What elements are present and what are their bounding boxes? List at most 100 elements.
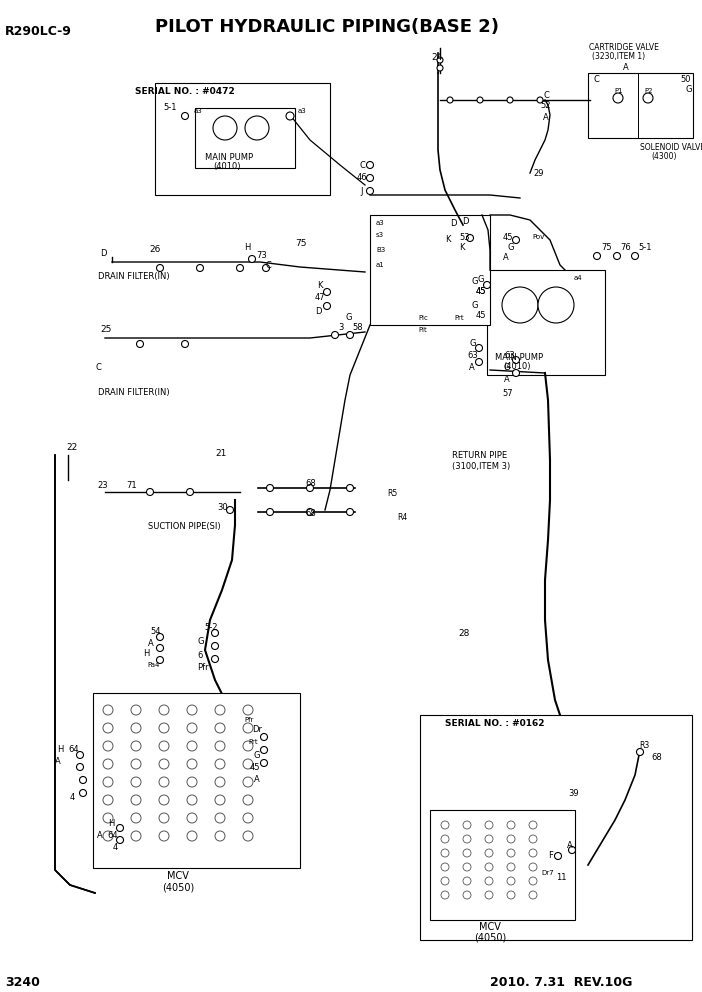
Circle shape bbox=[131, 795, 141, 805]
Text: G: G bbox=[472, 278, 479, 287]
Text: 24: 24 bbox=[431, 53, 442, 62]
Circle shape bbox=[187, 795, 197, 805]
Text: Pit: Pit bbox=[418, 327, 427, 333]
Circle shape bbox=[159, 741, 169, 751]
Circle shape bbox=[263, 265, 270, 272]
Text: 73: 73 bbox=[256, 251, 267, 260]
Circle shape bbox=[159, 777, 169, 787]
Circle shape bbox=[187, 777, 197, 787]
Text: 53: 53 bbox=[459, 232, 470, 241]
Text: R290LC-9: R290LC-9 bbox=[5, 25, 72, 38]
Text: C: C bbox=[360, 161, 366, 170]
Text: Prt: Prt bbox=[454, 315, 463, 321]
Text: C: C bbox=[543, 90, 549, 99]
Text: (4050): (4050) bbox=[474, 932, 506, 942]
Text: F: F bbox=[548, 850, 553, 859]
Circle shape bbox=[197, 265, 204, 272]
Circle shape bbox=[502, 287, 538, 323]
Text: s3: s3 bbox=[376, 232, 384, 238]
Text: 5-1: 5-1 bbox=[638, 243, 651, 253]
Text: 45: 45 bbox=[476, 288, 486, 297]
Circle shape bbox=[441, 835, 449, 843]
Circle shape bbox=[475, 358, 482, 365]
Text: 23: 23 bbox=[97, 480, 107, 489]
Text: 46: 46 bbox=[357, 174, 368, 183]
Text: 26: 26 bbox=[149, 245, 160, 255]
Circle shape bbox=[157, 634, 164, 641]
Text: A: A bbox=[503, 254, 509, 263]
Circle shape bbox=[182, 340, 189, 347]
Text: R4: R4 bbox=[397, 514, 407, 523]
Circle shape bbox=[157, 645, 164, 652]
Circle shape bbox=[529, 849, 537, 857]
Circle shape bbox=[463, 863, 471, 871]
Circle shape bbox=[243, 831, 253, 841]
Circle shape bbox=[529, 877, 537, 885]
Circle shape bbox=[477, 97, 483, 103]
Circle shape bbox=[637, 749, 644, 756]
Text: P1: P1 bbox=[614, 88, 623, 94]
Circle shape bbox=[157, 657, 164, 664]
Text: 3: 3 bbox=[338, 323, 343, 332]
Circle shape bbox=[485, 835, 493, 843]
Text: 75: 75 bbox=[601, 243, 611, 253]
Circle shape bbox=[324, 289, 331, 296]
Text: B3: B3 bbox=[376, 247, 385, 253]
Circle shape bbox=[324, 303, 331, 310]
Circle shape bbox=[484, 282, 491, 289]
Circle shape bbox=[103, 741, 113, 751]
Circle shape bbox=[131, 723, 141, 733]
Text: P2: P2 bbox=[644, 88, 652, 94]
Circle shape bbox=[613, 93, 623, 103]
Text: R3: R3 bbox=[639, 740, 649, 750]
Circle shape bbox=[157, 265, 164, 272]
Circle shape bbox=[485, 863, 493, 871]
Circle shape bbox=[211, 630, 218, 637]
Text: 45: 45 bbox=[476, 287, 486, 296]
Text: SERIAL NO. : #0472: SERIAL NO. : #0472 bbox=[135, 86, 235, 95]
Circle shape bbox=[187, 488, 194, 495]
Circle shape bbox=[529, 835, 537, 843]
Text: 58: 58 bbox=[352, 323, 363, 332]
Text: 68: 68 bbox=[651, 754, 662, 763]
Circle shape bbox=[243, 723, 253, 733]
Text: C: C bbox=[593, 75, 599, 84]
Text: G: G bbox=[253, 751, 260, 760]
Text: Pic: Pic bbox=[418, 315, 428, 321]
Text: 2010. 7.31  REV.10G: 2010. 7.31 REV.10G bbox=[490, 975, 633, 988]
Text: a1: a1 bbox=[376, 262, 385, 268]
Bar bbox=[430, 810, 575, 920]
Text: G: G bbox=[345, 313, 352, 322]
Circle shape bbox=[529, 863, 537, 871]
Circle shape bbox=[103, 795, 113, 805]
Circle shape bbox=[507, 877, 515, 885]
Circle shape bbox=[512, 369, 519, 377]
Circle shape bbox=[159, 705, 169, 715]
Text: A: A bbox=[543, 113, 549, 122]
Circle shape bbox=[131, 705, 141, 715]
Text: D: D bbox=[100, 250, 107, 259]
Circle shape bbox=[366, 175, 373, 182]
Circle shape bbox=[537, 97, 543, 103]
Circle shape bbox=[159, 831, 169, 841]
Circle shape bbox=[187, 741, 197, 751]
Circle shape bbox=[187, 705, 197, 715]
Circle shape bbox=[117, 824, 124, 831]
Circle shape bbox=[243, 795, 253, 805]
Text: MCV: MCV bbox=[167, 871, 189, 881]
Circle shape bbox=[507, 835, 515, 843]
Text: 21: 21 bbox=[215, 449, 226, 458]
Circle shape bbox=[331, 331, 338, 338]
Circle shape bbox=[643, 93, 653, 103]
Circle shape bbox=[103, 705, 113, 715]
Text: Prt: Prt bbox=[248, 739, 258, 745]
Text: 75: 75 bbox=[295, 238, 307, 247]
Circle shape bbox=[215, 759, 225, 769]
Circle shape bbox=[260, 760, 267, 767]
Text: 3240: 3240 bbox=[5, 975, 40, 988]
Text: 52: 52 bbox=[540, 101, 550, 110]
Circle shape bbox=[507, 891, 515, 899]
Text: RETURN PIPE: RETURN PIPE bbox=[452, 450, 507, 459]
Circle shape bbox=[593, 253, 600, 260]
Circle shape bbox=[103, 831, 113, 841]
